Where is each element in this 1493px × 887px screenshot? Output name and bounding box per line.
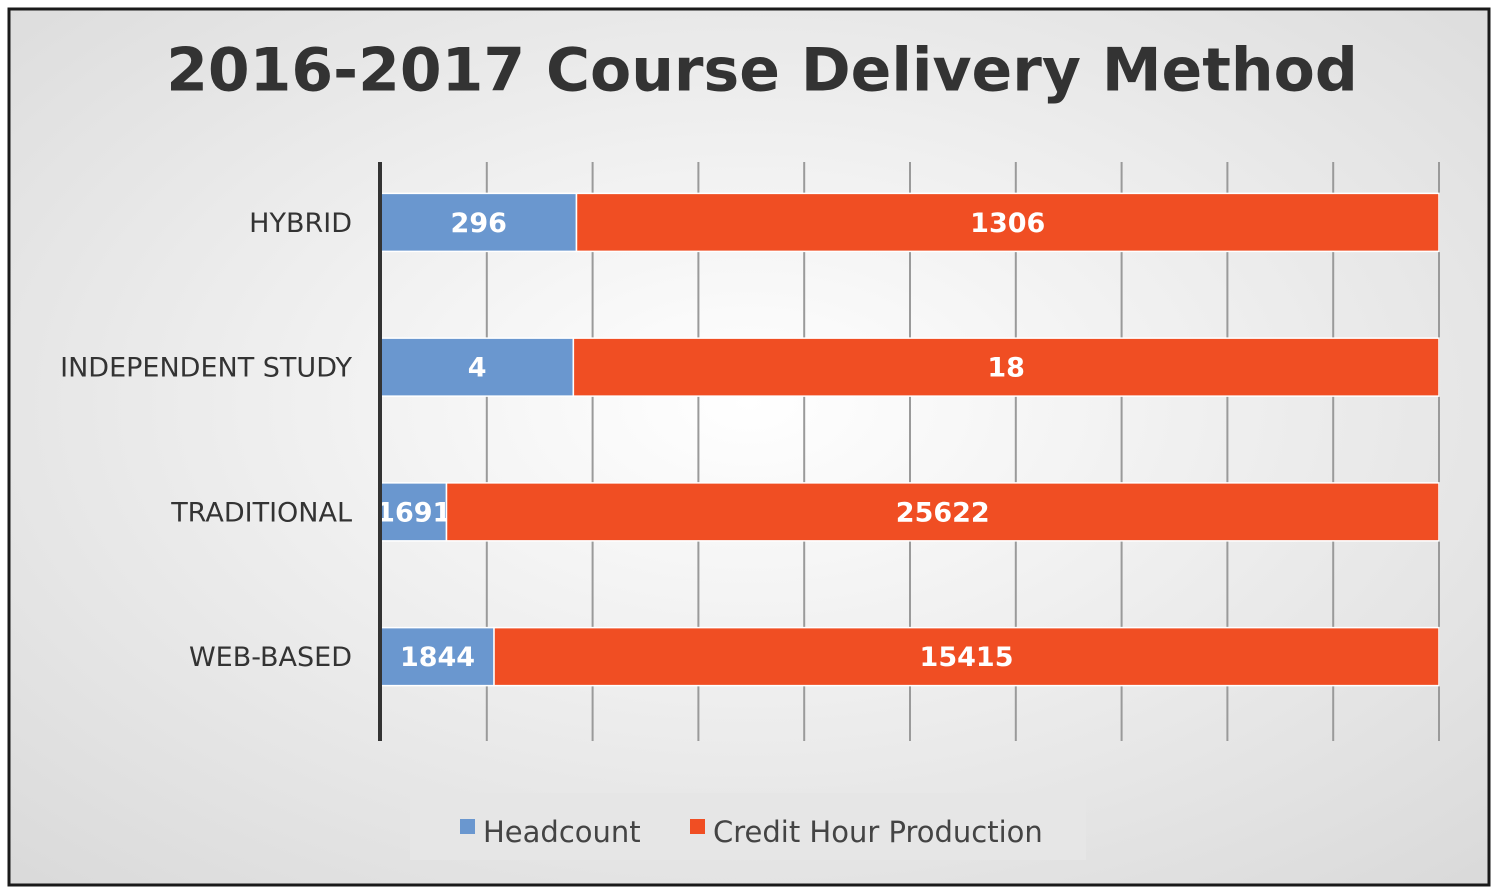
data-label: 15415 (920, 642, 1014, 673)
y-tick-label: TRADITIONAL (170, 497, 352, 528)
bar (380, 337, 575, 397)
y-tick-label: HYBRID (249, 208, 352, 239)
legend: Headcount Credit Hour Production (460, 815, 1043, 849)
data-label: 1306 (970, 208, 1045, 239)
y-tick-label: WEB-BASED (189, 642, 352, 673)
legend-box (410, 793, 1086, 860)
legend-label: Credit Hour Production (713, 815, 1043, 849)
data-label: 1844 (400, 642, 475, 673)
chart-title: 2016-2017 Course Delivery Method (166, 36, 1358, 106)
bar (493, 626, 1440, 687)
data-label: 1691 (376, 497, 451, 528)
bar (445, 482, 1440, 542)
chart-frame (7, 7, 1491, 887)
data-label: 25622 (896, 497, 990, 528)
data-label: 296 (451, 208, 507, 239)
bar (572, 337, 1440, 397)
data-label: 18 (987, 353, 1025, 384)
bars: 296 1306 4 18 1691 25622 1844 15415 (376, 192, 1440, 687)
legend-swatch (460, 819, 475, 834)
legend-swatch (690, 819, 705, 834)
legend-label: Headcount (483, 815, 641, 849)
bar (575, 192, 1440, 253)
y-tick-label: INDEPENDENT STUDY (60, 353, 352, 384)
data-label: 4 (468, 353, 487, 384)
